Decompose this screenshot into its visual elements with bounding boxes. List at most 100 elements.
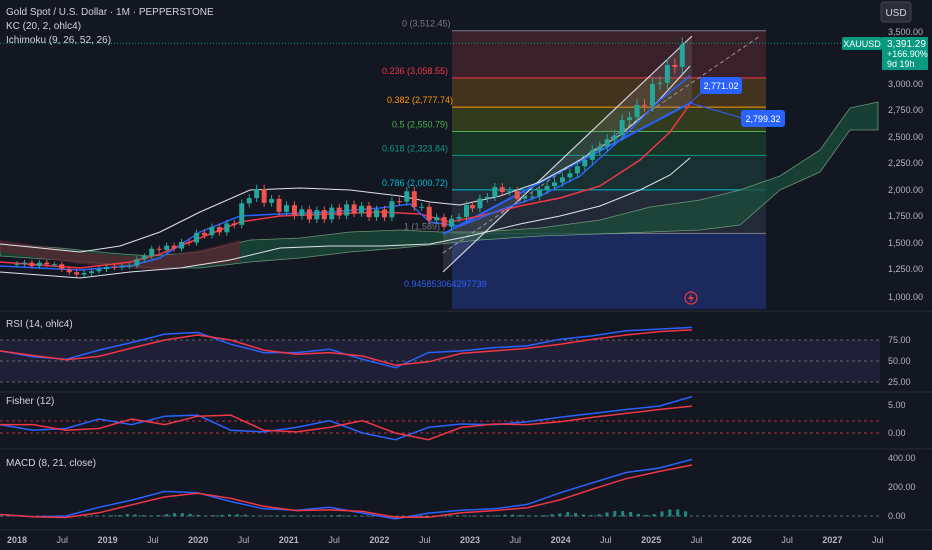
callout-box-1[interactable] xyxy=(700,77,742,94)
fisher-pane-title[interactable]: Fisher (12) xyxy=(6,396,54,407)
candle-body xyxy=(329,207,335,220)
price-tick-label: 3,000.00 xyxy=(888,79,923,89)
macd-histogram-bar xyxy=(621,510,625,517)
macd-histogram-bar xyxy=(629,511,633,517)
macd-histogram-bar xyxy=(660,511,664,517)
price-callout-2[interactable]: 2,799.32 xyxy=(689,102,785,127)
candle-body xyxy=(21,262,27,264)
candle-body xyxy=(276,198,282,212)
macd-histogram-bar xyxy=(94,515,98,517)
candle-body xyxy=(552,182,557,187)
macd-histogram-bar xyxy=(369,515,373,517)
macd-histogram-bar xyxy=(173,513,176,517)
macd-histogram-bar xyxy=(519,515,522,517)
channel-midline xyxy=(442,35,761,254)
macd-signal-line xyxy=(0,464,693,519)
candle-body xyxy=(14,263,20,265)
candle-body xyxy=(51,264,57,266)
macd-histogram-bar xyxy=(220,514,224,517)
currency-label: USD xyxy=(885,8,906,19)
candle-body xyxy=(396,201,402,203)
candle-body xyxy=(291,205,297,216)
time-axis[interactable]: 2018 Jul 2019 Jul 2020 Jul 2021 Jul 2022 Jul 2023 J… xyxy=(7,535,883,545)
candle-body xyxy=(179,241,185,249)
candle-body xyxy=(426,206,432,221)
macd-histogram-bar xyxy=(267,515,271,517)
macd-histogram-bar xyxy=(259,515,263,517)
callout-box-2[interactable] xyxy=(741,110,785,127)
macd-histogram-bar xyxy=(652,514,656,517)
time-tick-label: 2025 xyxy=(641,535,661,545)
kc-lower-band xyxy=(0,157,691,279)
symbol-title: Gold Spot / U.S. Dollar · 1M · PEPPERSTO… xyxy=(6,7,214,18)
macd-histogram-bar xyxy=(424,515,428,517)
price-scale[interactable]: USD 3,500.00 3,000.00 2,750.00 2,500.00 2,25… xyxy=(880,1,923,302)
rsi-pane-title[interactable]: RSI (14, ohlc4) xyxy=(6,319,73,330)
macd-histogram-bar xyxy=(0,515,3,517)
time-tick-label: Jul xyxy=(781,535,793,545)
candle-body xyxy=(582,159,588,167)
candle-body xyxy=(507,191,513,193)
macd-histogram-bar xyxy=(235,514,239,517)
macd-histogram-bar xyxy=(212,515,216,517)
candle-body xyxy=(104,266,109,270)
last-price-value: 3,391.29 xyxy=(887,39,926,50)
candle-body xyxy=(477,198,483,209)
fib-level-label: 0.945853064297739 xyxy=(404,279,487,289)
time-tick-label: Jul xyxy=(419,535,431,545)
fibonacci-labels: 0 (3,512.45) 0.236 (3,058.55) 0.382 (2,777… xyxy=(382,19,487,289)
candle-body xyxy=(522,196,528,199)
candle-body xyxy=(239,203,245,225)
rsi-tick-label: 50.00 xyxy=(888,356,911,366)
macd-histogram-bar xyxy=(102,515,106,517)
candle-body xyxy=(171,245,177,249)
price-tick-label: 2,750.00 xyxy=(888,105,923,115)
macd-histogram-bar xyxy=(471,515,475,517)
candle-body xyxy=(209,227,215,236)
macd-histogram-bar xyxy=(228,514,232,517)
time-tick-label: Jul xyxy=(238,535,250,545)
price-tick-label: 1,250.00 xyxy=(888,264,923,274)
macd-histogram-bar xyxy=(487,515,491,517)
macd-histogram-bar xyxy=(283,515,287,517)
fisher-line xyxy=(0,395,693,441)
price-tick-label: 1,500.00 xyxy=(888,238,923,248)
symbol-tag xyxy=(842,37,882,50)
macd-histogram-bar xyxy=(463,515,467,517)
candle-body xyxy=(359,205,365,214)
macd-histogram-bar xyxy=(581,514,585,517)
price-tick-label: 2,000.00 xyxy=(888,185,923,195)
macd-pane-title[interactable]: MACD (8, 21, close) xyxy=(6,458,96,469)
lightning-icon[interactable] xyxy=(684,291,698,305)
macd-histogram-bar xyxy=(644,514,648,517)
currency-button[interactable] xyxy=(880,1,912,23)
price-tick-label: 2,250.00 xyxy=(888,158,923,168)
kc-indicator-label[interactable]: KC (20, 2, ohlc4) xyxy=(6,21,81,32)
candle-body xyxy=(642,104,647,106)
ichimoku-indicator-label[interactable]: Ichimoku (9, 26, 52, 26) xyxy=(6,35,111,46)
time-tick-label: Jul xyxy=(872,535,884,545)
macd-histogram-bar xyxy=(204,515,208,517)
fib-level-label: 0.236 (3,058.55) xyxy=(382,66,448,76)
bar-countdown: 9d 19h xyxy=(887,59,915,69)
macd-histogram-bar xyxy=(314,515,318,517)
candle-body xyxy=(514,191,520,199)
macd-histogram-bar xyxy=(668,509,672,517)
macd-histogram-bar xyxy=(605,512,609,517)
pane-scales[interactable]: 75.00 50.00 25.00 5.00 0.00 400.00 200.00 0.00 xyxy=(888,335,916,521)
candle-body xyxy=(419,206,425,208)
fibonacci-zones[interactable] xyxy=(452,30,766,309)
price-callout-1[interactable]: 2,771.02 xyxy=(689,77,742,104)
rsi-tick-label: 25.00 xyxy=(888,377,911,387)
candle-body xyxy=(529,196,535,198)
candle-body xyxy=(344,204,350,216)
candle-body xyxy=(269,198,275,203)
price-tick-label: 1,000.00 xyxy=(888,292,923,302)
macd-histogram-bar xyxy=(574,513,578,517)
candle-body xyxy=(499,187,505,193)
macd-histogram-bar xyxy=(676,509,680,517)
candle-body xyxy=(96,269,102,272)
candle-body xyxy=(664,65,670,83)
candle-body xyxy=(559,177,565,183)
